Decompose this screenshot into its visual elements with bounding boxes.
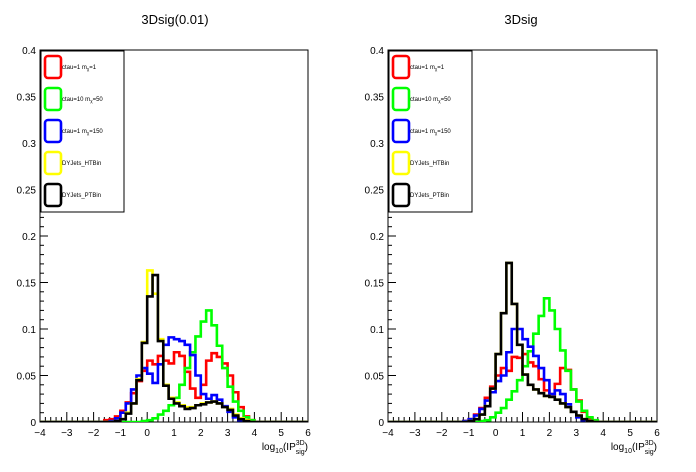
x-tick-label: 5 (278, 428, 284, 439)
y-tick-label: 0.25 (17, 186, 37, 197)
y-tick-label: 0.4 (370, 46, 384, 57)
legend-label: ctau=1 mχ=150 (62, 129, 103, 136)
y-tick-label: 0.3 (370, 139, 384, 150)
y-tick-label: 0.3 (22, 139, 36, 150)
x-tick-label: 1 (171, 428, 177, 439)
chart-title: 3Dsig(0.01) (141, 12, 208, 27)
x-tick-label: −2 (436, 428, 448, 439)
x-tick-label: 4 (600, 428, 606, 439)
y-tick-label: 0.35 (365, 93, 385, 104)
histogram-series (40, 309, 308, 422)
y-tick-label: 0.35 (17, 93, 37, 104)
legend-label: DYJets_HTBin (62, 161, 101, 167)
y-tick-label: 0.05 (17, 372, 37, 383)
x-tick-label: −1 (463, 428, 475, 439)
legend-label: ctau=1 mχ=1 (410, 65, 445, 72)
legend-swatch (43, 54, 63, 80)
histogram-series (40, 350, 308, 422)
x-tick-label: −3 (61, 428, 73, 439)
chart-panel-left: 3Dsig(0.01) 0 0.05 0.1 0.15 0.2 0.25 0.3 0.35 0.4… (17, 12, 312, 456)
y-tick-label: 0 (30, 418, 36, 429)
y-tick-label: 0.2 (22, 232, 36, 243)
x-tick-label: −4 (382, 428, 394, 439)
histogram-series (40, 273, 308, 422)
histogram-series (388, 261, 657, 422)
legend-swatch (43, 182, 63, 208)
x-tick-label: 6 (305, 428, 311, 439)
x-tick-label: 3 (225, 428, 231, 439)
legend-label: ctau=10 mχ=50 (410, 97, 451, 104)
y-tick-label: 0.05 (365, 372, 385, 383)
x-tick-label: 6 (654, 428, 660, 439)
x-tick-label: −4 (34, 428, 46, 439)
legend-label: ctau=1 mχ=150 (410, 129, 451, 136)
legend-swatch (43, 86, 63, 112)
x-axis-label: log10(IP3D sig) (611, 440, 657, 456)
y-tick-label: 0.2 (370, 232, 384, 243)
y-tick-label: 0.15 (17, 279, 37, 290)
y-tick-label: 0.15 (365, 279, 385, 290)
x-tick-label: 2 (547, 428, 553, 439)
y-tick-label: 0 (378, 418, 384, 429)
x-tick-label: 4 (252, 428, 258, 439)
chart-title: 3Dsig (504, 12, 537, 27)
x-tick-label: 5 (627, 428, 633, 439)
legend-swatch (391, 118, 411, 144)
x-tick-label: −3 (409, 428, 421, 439)
histogram-series (388, 327, 657, 422)
y-tick-label: 0.4 (22, 46, 36, 57)
x-axis-label: log10(IP3D sig) (262, 440, 308, 456)
x-tick-label: 3 (574, 428, 580, 439)
legend-swatch (391, 86, 411, 112)
legend-label: ctau=1 mχ=1 (62, 65, 97, 72)
y-tick-label: 0.25 (365, 186, 385, 197)
x-tick-label: 0 (493, 428, 499, 439)
legend-swatch (391, 54, 411, 80)
legend-label: DYJets_PTBin (410, 193, 449, 199)
legend-swatch (391, 150, 411, 176)
legend-swatch (391, 182, 411, 208)
x-tick-label: 1 (520, 428, 526, 439)
legend-swatch (43, 118, 63, 144)
x-tick-label: 0 (144, 428, 150, 439)
legend-label: DYJets_HTBin (410, 161, 449, 167)
x-tick-label: −1 (115, 428, 127, 439)
histogram-series (388, 297, 657, 422)
x-tick-label: −2 (88, 428, 100, 439)
legend-label: DYJets_PTBin (62, 193, 101, 199)
x-tick-label: 2 (198, 428, 204, 439)
histogram-series (40, 336, 308, 422)
y-tick-label: 0.1 (22, 325, 36, 336)
chart-panel-right: 3Dsig 0 0.05 0.1 0.15 0.2 0.25 0.3 0.35 0.4 −4 −3 −2… (365, 12, 661, 456)
legend-label: ctau=10 mχ=50 (62, 97, 103, 104)
histogram-series (388, 261, 657, 422)
legend-swatch (43, 150, 63, 176)
y-tick-label: 0.1 (370, 325, 384, 336)
